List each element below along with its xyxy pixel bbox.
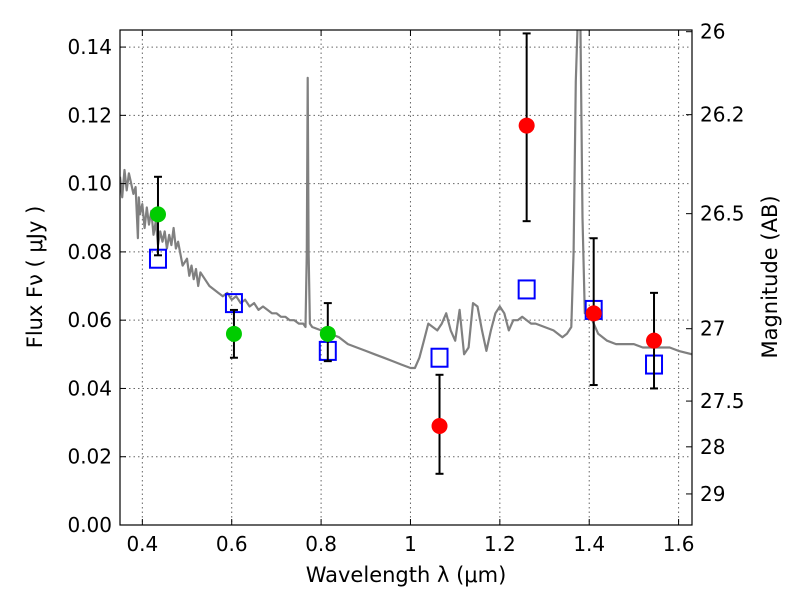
x-tick-label: 0.6 [216, 532, 248, 556]
x-tick-label: 1.4 [573, 532, 605, 556]
plot-area [120, 30, 692, 370]
y-tick-label: 0.14 [67, 35, 112, 59]
plot-frame [119, 29, 693, 526]
y2-tick-label: 29 [700, 482, 725, 506]
y-tick-label: 0.00 [67, 513, 112, 537]
model-spectrum-line [120, 30, 692, 370]
y-tick-label: 0.06 [67, 308, 112, 332]
y2-tick-label: 27 [700, 317, 725, 341]
x-axis-label: Wavelength λ (μm) [306, 563, 507, 587]
y2-axis-label: Magnitude (AB) [758, 195, 782, 358]
axes: 0.4 0.6 0.8 1 1.2 1.4 1.6 0.00 0.02 0.04 0.06 0.08 0… [67, 20, 744, 556]
x-tick-label: 1.2 [484, 532, 516, 556]
y2-tick-label: 28 [700, 435, 725, 459]
grid-lines [120, 30, 692, 525]
x-tick-label: 0.8 [305, 532, 337, 556]
y2-tick-label: 26.2 [700, 103, 745, 127]
y-tick-label: 0.10 [67, 172, 112, 196]
model-photometry-square [430, 347, 449, 368]
y-tick-label: 0.12 [67, 103, 112, 127]
observed-point-red [646, 332, 663, 349]
y-tick-label: 0.08 [67, 240, 112, 264]
x-tick-label: 1 [404, 532, 417, 556]
model-photometry-square [517, 279, 536, 300]
observed-point-red [518, 117, 535, 134]
data-markers [148, 32, 664, 475]
x-tick-label: 0.4 [126, 532, 158, 556]
observed-point-green [149, 206, 166, 223]
observed-point-green [225, 325, 242, 342]
y-tick-label: 0.02 [67, 445, 112, 469]
observed-point-red [431, 418, 448, 434]
observed-point-green [319, 325, 336, 342]
observed-point-red [585, 305, 602, 322]
y2-tick-label: 26 [700, 20, 725, 44]
y-axis-label: Flux Fν ( μJy ) [23, 206, 47, 349]
y-tick-label: 0.04 [67, 376, 112, 400]
y2-tick-label: 26.5 [700, 202, 745, 226]
x-tick-label: 1.6 [663, 532, 695, 556]
y2-tick-label: 27.5 [700, 389, 745, 413]
